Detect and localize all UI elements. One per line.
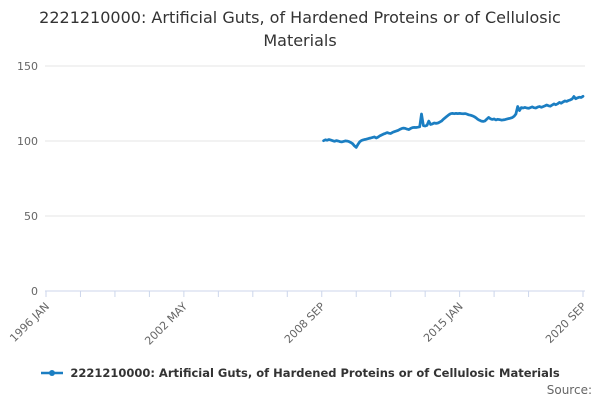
x-axis-tick-label: 2008 SEP — [282, 300, 328, 346]
x-axis-tick-label: 2002 MAY — [142, 300, 190, 348]
chart-title: 2221210000: Artificial Guts, of Hardened… — [39, 8, 561, 51]
legend-label: 2221210000: Artificial Guts, of Hardened… — [70, 366, 560, 380]
y-axis-tick-label: 50 — [24, 210, 38, 223]
x-axis-tick-label: 2015 JAN — [421, 300, 466, 345]
y-axis-tick-label: 100 — [17, 135, 38, 148]
plot-area: 0 50 100 150 1996 JAN 2002 MAY 2008 SEP 2015 JA… — [7, 60, 589, 348]
y-axis-tick-label: 150 — [17, 60, 38, 73]
legend-line-marker-icon — [41, 370, 64, 376]
x-axis-tick-label: 2020 SEP — [543, 300, 589, 346]
series-line[interactable] — [322, 94, 585, 149]
source-label: Source: — [546, 383, 592, 397]
y-axis-tick-label: 0 — [31, 285, 38, 298]
x-axis-tick-label: 1996 JAN — [7, 300, 52, 345]
legend-item[interactable]: 2221210000: Artificial Guts, of Hardened… — [0, 366, 600, 380]
